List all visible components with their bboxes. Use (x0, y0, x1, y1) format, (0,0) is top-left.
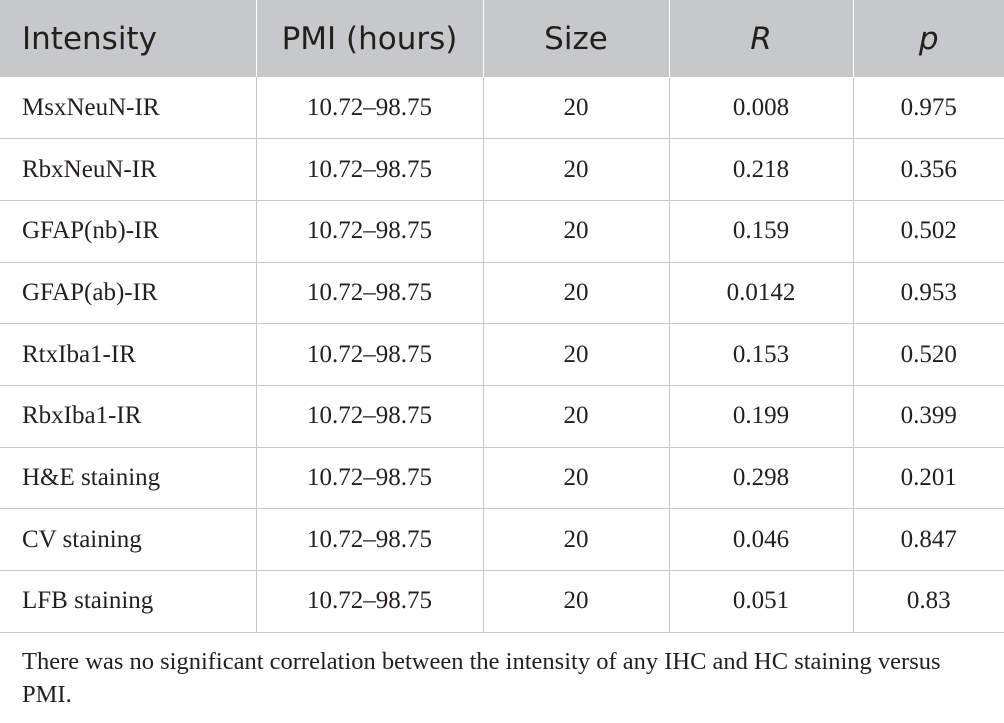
cell-pmi: 10.72–98.75 (255, 570, 483, 633)
cell-intensity: H&E staining (0, 447, 256, 510)
cell-intensity: GFAP(ab)-IR (0, 262, 256, 325)
header-pmi: PMI (hours) (255, 0, 483, 77)
cell-size: 20 (482, 323, 669, 386)
table-footnote: There was no significant correlation bet… (22, 648, 941, 708)
cell-pmi: 10.72–98.75 (255, 508, 483, 571)
cell-size: 20 (482, 385, 669, 448)
cell-pmi: 10.72–98.75 (255, 447, 483, 510)
table-row: GFAP(ab)-IR 10.72–98.75 20 0.0142 0.953 (0, 262, 1004, 325)
correlation-table: Intensity PMI (hours) Size R p MsxNeuN-I… (0, 0, 1004, 633)
table-row: MsxNeuN-IR 10.72–98.75 20 0.008 0.975 (0, 77, 1004, 140)
table-row: RbxIba1-IR 10.72–98.75 20 0.199 0.399 (0, 385, 1004, 448)
cell-p: 0.953 (852, 262, 1004, 325)
table-row: LFB staining 10.72–98.75 20 0.051 0.83 (0, 570, 1004, 633)
cell-p: 0.520 (852, 323, 1004, 386)
cell-intensity: MsxNeuN-IR (0, 77, 256, 140)
header-p: p (852, 0, 1004, 77)
cell-size: 20 (482, 570, 669, 633)
cell-size: 20 (482, 138, 669, 201)
cell-r: 0.008 (668, 77, 853, 140)
cell-size: 20 (482, 508, 669, 571)
cell-intensity: CV staining (0, 508, 256, 571)
cell-p: 0.83 (852, 570, 1004, 633)
header-row: Intensity PMI (hours) Size R p (0, 0, 1004, 77)
header-intensity: Intensity (22, 20, 157, 57)
cell-r: 0.159 (668, 200, 853, 263)
cell-intensity: RbxIba1-IR (0, 385, 256, 448)
table-row: GFAP(nb)-IR 10.72–98.75 20 0.159 0.502 (0, 200, 1004, 263)
cell-r: 0.298 (668, 447, 853, 510)
cell-pmi: 10.72–98.75 (255, 262, 483, 325)
table-body: MsxNeuN-IR 10.72–98.75 20 0.008 0.975 Rb… (0, 77, 1004, 633)
cell-r: 0.046 (668, 508, 853, 571)
cell-r: 0.199 (668, 385, 853, 448)
cell-intensity: GFAP(nb)-IR (0, 200, 256, 263)
cell-pmi: 10.72–98.75 (255, 385, 483, 448)
cell-r: 0.218 (668, 138, 853, 201)
cell-intensity: RbxNeuN-IR (0, 138, 256, 201)
cell-pmi: 10.72–98.75 (255, 200, 483, 263)
table-row: H&E staining 10.72–98.75 20 0.298 0.201 (0, 447, 1004, 510)
cell-size: 20 (482, 262, 669, 325)
cell-size: 20 (482, 77, 669, 140)
cell-pmi: 10.72–98.75 (255, 323, 483, 386)
cell-size: 20 (482, 447, 669, 510)
cell-intensity: LFB staining (0, 570, 256, 633)
cell-pmi: 10.72–98.75 (255, 77, 483, 140)
cell-size: 20 (482, 200, 669, 263)
cell-p: 0.975 (852, 77, 1004, 140)
table-row: RbxNeuN-IR 10.72–98.75 20 0.218 0.356 (0, 138, 1004, 201)
cell-r: 0.051 (668, 570, 853, 633)
table-header: Intensity PMI (hours) Size R p (0, 0, 1004, 77)
cell-p: 0.356 (852, 138, 1004, 201)
cell-p: 0.847 (852, 508, 1004, 571)
results-table-container: Intensity PMI (hours) Size R p MsxNeuN-I… (0, 0, 1004, 633)
header-size: Size (482, 0, 669, 77)
cell-p: 0.201 (852, 447, 1004, 510)
cell-pmi: 10.72–98.75 (255, 138, 483, 201)
cell-r: 0.153 (668, 323, 853, 386)
cell-r: 0.0142 (668, 262, 853, 325)
table-row: CV staining 10.72–98.75 20 0.046 0.847 (0, 508, 1004, 571)
cell-p: 0.502 (852, 200, 1004, 263)
table-row: RtxIba1-IR 10.72–98.75 20 0.153 0.520 (0, 323, 1004, 386)
header-r: R (668, 0, 853, 77)
cell-p: 0.399 (852, 385, 1004, 448)
cell-intensity: RtxIba1-IR (0, 323, 256, 386)
